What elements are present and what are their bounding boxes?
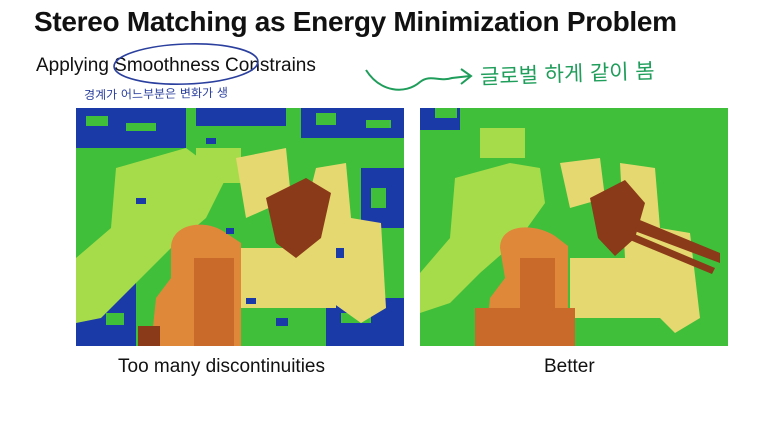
- disparity-map-noisy: [76, 108, 404, 346]
- green-arrow-stroke: [365, 69, 471, 91]
- slide-subtitle: Applying Smoothness Constrains: [36, 55, 316, 76]
- caption-smooth-map: Better: [544, 356, 595, 377]
- caption-noisy-map: Too many discontinuities: [118, 356, 325, 377]
- disparity-map-smooth: [420, 108, 728, 346]
- handwritten-note-green: 글로벌 하게 같이 봄: [479, 58, 655, 90]
- handwritten-note-blue: 경계가 어느부분은 변화가 생: [83, 85, 229, 103]
- green-arrow-head: [460, 68, 473, 85]
- slide-title: Stereo Matching as Energy Minimization P…: [34, 6, 677, 37]
